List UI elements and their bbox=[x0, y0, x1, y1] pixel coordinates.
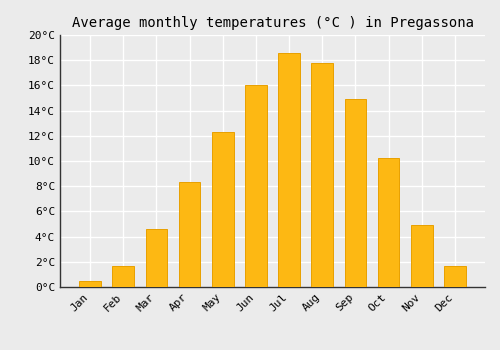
Bar bbox=[112, 266, 134, 287]
Bar bbox=[245, 85, 266, 287]
Bar bbox=[344, 99, 366, 287]
Bar bbox=[378, 159, 400, 287]
Bar bbox=[212, 132, 234, 287]
Bar bbox=[444, 266, 466, 287]
Title: Average monthly temperatures (°C ) in Pregassona: Average monthly temperatures (°C ) in Pr… bbox=[72, 16, 473, 30]
Bar bbox=[179, 182, 201, 287]
Bar bbox=[146, 229, 167, 287]
Bar bbox=[80, 281, 101, 287]
Bar bbox=[411, 225, 432, 287]
Bar bbox=[278, 52, 300, 287]
Bar bbox=[312, 63, 333, 287]
